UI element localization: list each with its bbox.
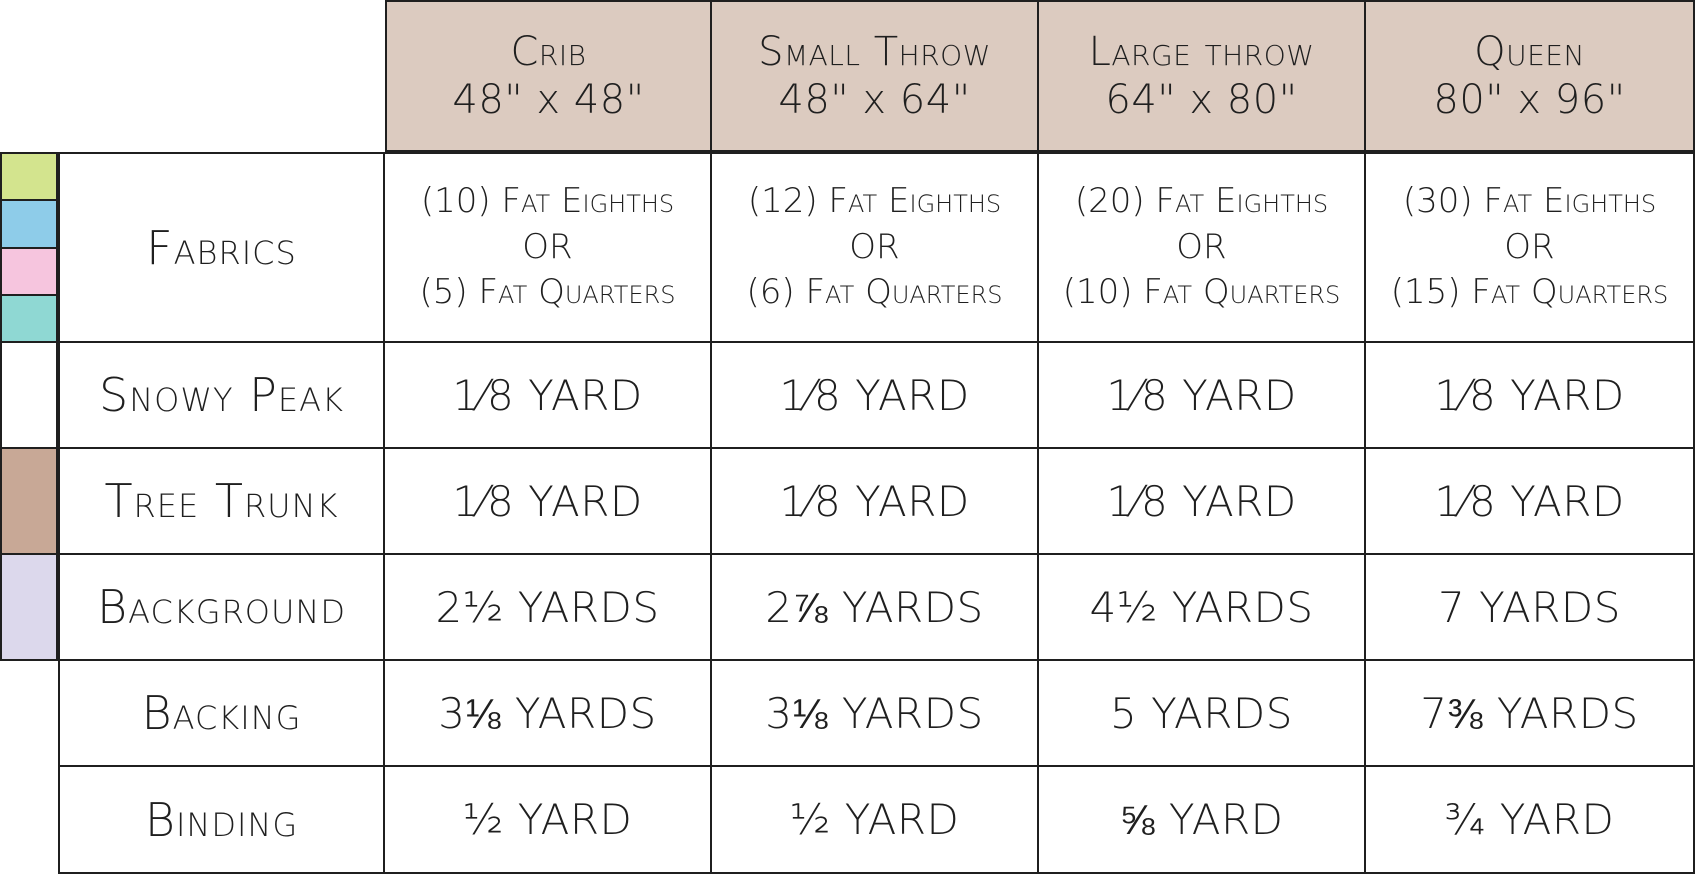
fabrics-or: OR (522, 226, 573, 267)
value-cell: 1⁄8 YARD (1039, 449, 1366, 555)
fabrics-line: (12) Fat Eighths (747, 180, 1002, 221)
row-label-background: Background (58, 555, 385, 661)
col-header-name: Large throw (1088, 29, 1315, 75)
row-label-binding: Binding (58, 767, 385, 874)
value-cell: ¾ YARD (1366, 767, 1695, 874)
fabrics-cell-small-throw: (12) Fat Eighths OR (6) Fat Quarters (712, 152, 1039, 343)
col-header-large-throw: Large throw 64" x 80" (1039, 0, 1366, 152)
col-header-small-throw: Small Throw 48" x 64" (712, 0, 1039, 152)
swatch-pink (2, 248, 56, 296)
fabrics-line: (5) Fat Quarters (419, 272, 676, 313)
fabrics-line: (15) Fat Quarters (1390, 272, 1669, 313)
value-cell: 1⁄8 YARD (712, 449, 1039, 555)
row-label-fabrics: Fabrics (58, 152, 385, 343)
value-cell: ½ YARD (712, 767, 1039, 874)
value-cell: 4½ YARDS (1039, 555, 1366, 661)
value-cell: 7 YARDS (1366, 555, 1695, 661)
no-swatch (0, 767, 58, 874)
value-cell: 2⅞ YARDS (712, 555, 1039, 661)
value-cell: 3⅛ YARDS (385, 661, 712, 767)
col-header-name: Crib (510, 29, 587, 75)
col-header-dims: 64" x 80" (1105, 77, 1298, 123)
fabrics-swatch-stack (0, 152, 58, 343)
col-header-dims: 48" x 64" (778, 77, 971, 123)
fabrics-cell-large-throw: (20) Fat Eighths OR (10) Fat Quarters (1039, 152, 1366, 343)
fabrics-or: OR (1504, 226, 1555, 267)
swatch-snowy-peak (0, 343, 58, 449)
value-cell: ½ YARD (385, 767, 712, 874)
fabrics-line: (6) Fat Quarters (746, 272, 1003, 313)
fabrics-cell-queen: (30) Fat Eighths OR (15) Fat Quarters (1366, 152, 1695, 343)
value-cell: 2½ YARDS (385, 555, 712, 661)
col-header-dims: 80" x 96" (1433, 77, 1626, 123)
fabrics-or: OR (849, 226, 900, 267)
value-cell: 1⁄8 YARD (1039, 343, 1366, 449)
swatch-teal (2, 295, 56, 341)
row-label-snowy-peak: Snowy Peak (58, 343, 385, 449)
swatch-tree-trunk (0, 449, 58, 555)
value-cell: 1⁄8 YARD (1366, 343, 1695, 449)
fabrics-cell-crib: (10) Fat Eighths OR (5) Fat Quarters (385, 152, 712, 343)
col-header-crib: Crib 48" x 48" (385, 0, 712, 152)
value-cell: 3⅛ YARDS (712, 661, 1039, 767)
value-cell: ⅝ YARD (1039, 767, 1366, 874)
swatch-background (0, 555, 58, 661)
value-cell: 1⁄8 YARD (385, 449, 712, 555)
value-cell: 1⁄8 YARD (1366, 449, 1695, 555)
value-cell: 5 YARDS (1039, 661, 1366, 767)
col-header-name: Queen (1474, 29, 1585, 75)
value-cell: 7⅜ YARDS (1366, 661, 1695, 767)
value-cell: 1⁄8 YARD (385, 343, 712, 449)
col-header-queen: Queen 80" x 96" (1366, 0, 1695, 152)
fabrics-line: (10) Fat Quarters (1062, 272, 1341, 313)
corner-blank (0, 0, 58, 152)
fabrics-line: (20) Fat Eighths (1074, 180, 1329, 221)
col-header-name: Small Throw (758, 29, 991, 75)
value-cell: 1⁄8 YARD (712, 343, 1039, 449)
fabrics-or: OR (1176, 226, 1227, 267)
swatch-green (2, 154, 56, 202)
fabrics-line: (10) Fat Eighths (420, 180, 675, 221)
row-label-tree-trunk: Tree Trunk (58, 449, 385, 555)
no-swatch (0, 661, 58, 767)
row-label-backing: Backing (58, 661, 385, 767)
swatch-blue (2, 201, 56, 249)
corner-blank-label (58, 0, 385, 152)
col-header-dims: 48" x 48" (452, 77, 645, 123)
fabrics-line: (30) Fat Eighths (1402, 180, 1657, 221)
